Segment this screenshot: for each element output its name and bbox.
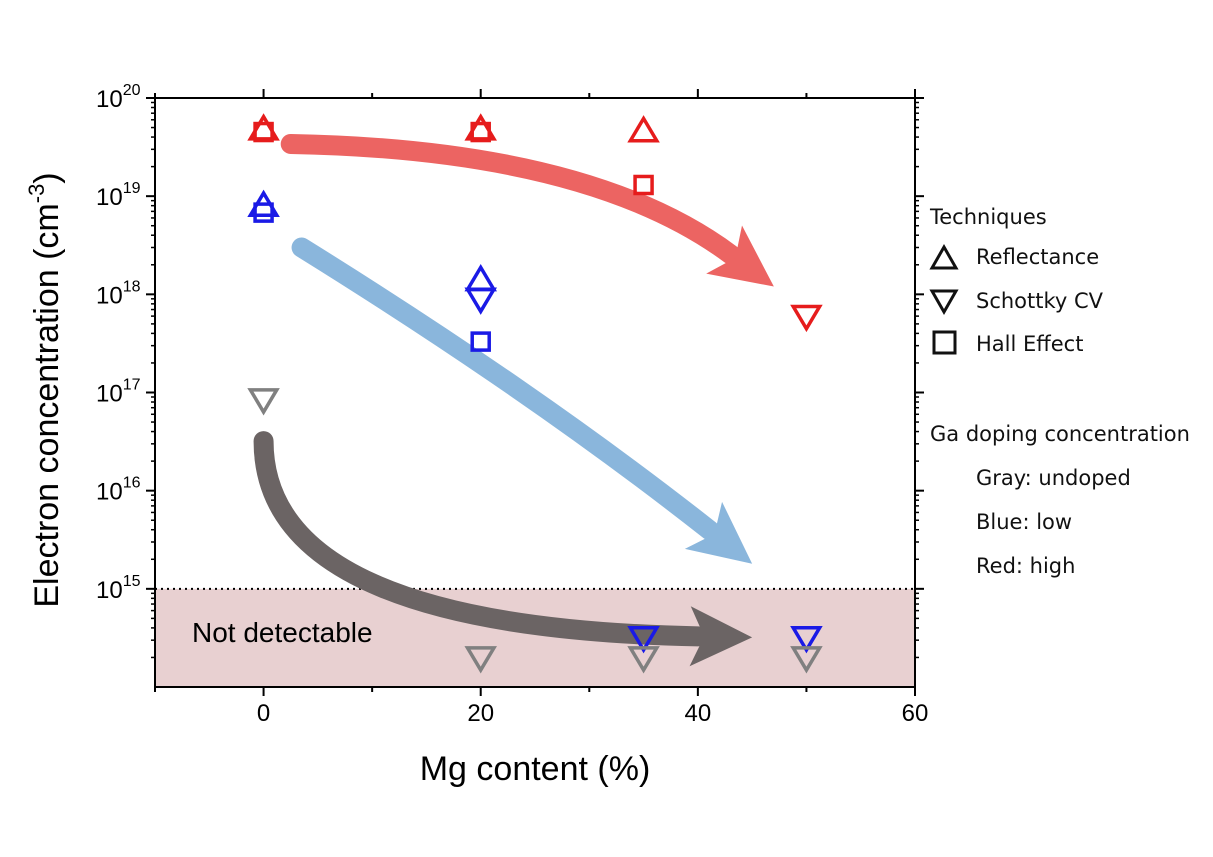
marker-hall-blue	[253, 202, 274, 223]
trend-arrow-body	[280, 133, 741, 265]
marker-schottky-red	[790, 304, 823, 333]
y-tick-label-base: 10	[96, 381, 123, 408]
y-tick-label-base: 10	[96, 577, 123, 604]
region-label: Not detectable	[192, 617, 373, 648]
marker-schottky-gray	[464, 646, 497, 674]
legend-technique-label: Reflectance	[976, 245, 1099, 269]
y-tick-label-exponent: 18	[123, 278, 141, 295]
y-axis-title-unit-exponent: -3	[24, 184, 49, 204]
trend-arrow-head	[706, 225, 774, 287]
y-tick-label-base: 10	[96, 184, 123, 211]
triangle-up-icon	[929, 243, 959, 270]
plot-region	[155, 587, 915, 687]
y-tick-label: 1016	[96, 475, 141, 506]
marker-hall-red	[633, 174, 654, 196]
marker-hall-red	[253, 121, 274, 143]
y-axis-title-close: )	[28, 172, 66, 183]
trend-arrow-body	[291, 237, 720, 541]
y-tick-label-base: 10	[96, 282, 123, 309]
marker-schottky-gray	[627, 646, 660, 674]
y-tick-label-exponent: 16	[123, 475, 141, 492]
y-tick-label-exponent: 17	[123, 377, 141, 394]
marker-schottky-blue	[790, 626, 823, 654]
y-tick-label: 1019	[96, 180, 141, 211]
trend-arrow-red	[280, 133, 774, 287]
trend-arrow-gray	[253, 431, 753, 667]
legend-technique-schottky: Schottky CV	[929, 289, 1104, 316]
marker-schottky-blue	[464, 287, 497, 315]
marker-schottky-gray	[790, 646, 823, 674]
trend-arrow-body	[253, 431, 709, 647]
x-tick-label: 0	[257, 700, 270, 727]
y-tick-label-exponent: 19	[123, 180, 141, 197]
x-tick-label: 20	[467, 700, 494, 727]
legend-technique-label: Hall Effect	[976, 332, 1083, 356]
trend-arrow-blue	[291, 237, 753, 564]
legend-technique-reflectance: Reflectance	[929, 243, 1099, 270]
y-tick-label: 1018	[96, 278, 141, 309]
trend-arrow-head	[684, 501, 753, 564]
x-tick-label: 40	[685, 700, 712, 727]
triangle-down-icon	[929, 289, 959, 316]
y-tick-label: 1015	[96, 573, 141, 604]
y-tick-label-base: 10	[96, 479, 123, 506]
y-tick-label: 1020	[96, 82, 141, 113]
legend-doping-gray: Gray: undoped	[976, 466, 1131, 490]
marker-schottky-blue	[627, 626, 660, 654]
trend-arrow-head	[689, 606, 753, 667]
data-markers	[247, 113, 823, 674]
marker-hall-blue	[470, 331, 491, 352]
marker-reflectance-red	[627, 115, 660, 143]
legend-techniques-title: Techniques	[929, 205, 1047, 229]
x-axis-title: Mg content (%)	[420, 750, 651, 788]
marker-reflectance-blue	[464, 263, 497, 292]
y-tick-label-exponent: 15	[123, 573, 141, 590]
legend-technique-label: Schottky CV	[976, 289, 1104, 313]
x-tick-label: 60	[902, 700, 929, 727]
y-tick-label: 1017	[96, 377, 141, 408]
y-axis-title-main: Electron concentration (cm	[28, 203, 66, 607]
legend-doping-red: Red: high	[976, 554, 1075, 578]
marker-hall-red	[470, 121, 491, 143]
y-tick-label-base: 10	[96, 86, 123, 113]
y-axis-title: Electron concentration (cm-3)	[24, 172, 66, 607]
not-detectable-region	[155, 588, 915, 687]
y-tick-label-exponent: 20	[123, 82, 141, 99]
trend-arrows	[253, 133, 774, 667]
marker-schottky-gray	[247, 388, 280, 416]
legend-technique-hall: Hall Effect	[932, 330, 1083, 356]
legend-doping-blue: Blue: low	[976, 510, 1072, 534]
square-icon	[932, 330, 957, 355]
legend-doping-title: Ga doping concentration	[930, 422, 1190, 446]
legend: Techniques Reflectance Schottky CV Hall …	[929, 205, 1190, 578]
